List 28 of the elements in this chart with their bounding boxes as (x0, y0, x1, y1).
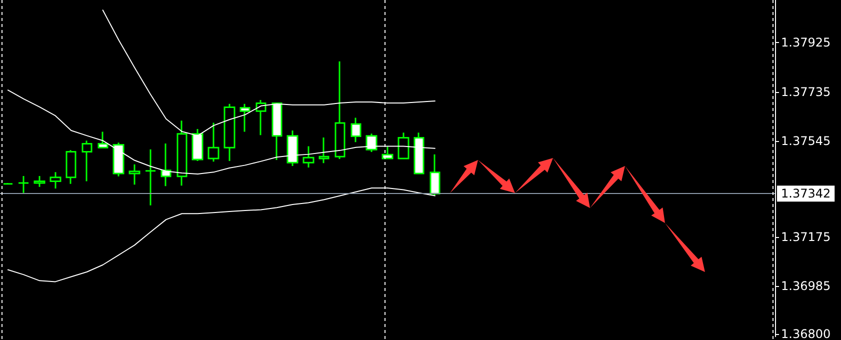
candlestick (2, 182, 14, 186)
candlestick (318, 136, 330, 164)
candlestick (224, 103, 236, 162)
ref-line-label: 1.37342 (781, 186, 831, 201)
candlestick (34, 175, 46, 188)
candlestick (176, 120, 188, 186)
y-tick-label: 1.36985 (781, 279, 831, 294)
candlestick (398, 132, 410, 160)
candlestick (302, 146, 314, 168)
candlestick (208, 122, 220, 162)
candlestick (240, 103, 250, 133)
candlestick (382, 146, 394, 160)
candlestick (350, 117, 362, 143)
candlestick (66, 149, 76, 185)
candlestick (128, 164, 140, 186)
y-tick-label: 1.36800 (781, 327, 831, 340)
candlestick (144, 148, 156, 206)
y-tick-label: 1.37175 (781, 230, 831, 244)
y-tick-label: 1.37735 (781, 84, 831, 99)
candlestick (98, 131, 108, 150)
y-tick-label: 1.37545 (781, 134, 831, 148)
candlestick (50, 171, 62, 190)
candlestick (286, 130, 298, 167)
y-tick-label: 1.37925 (781, 36, 831, 50)
candlestick (82, 140, 92, 182)
candlestick (18, 175, 30, 194)
candlestick (334, 60, 346, 160)
candlestick (366, 132, 378, 153)
